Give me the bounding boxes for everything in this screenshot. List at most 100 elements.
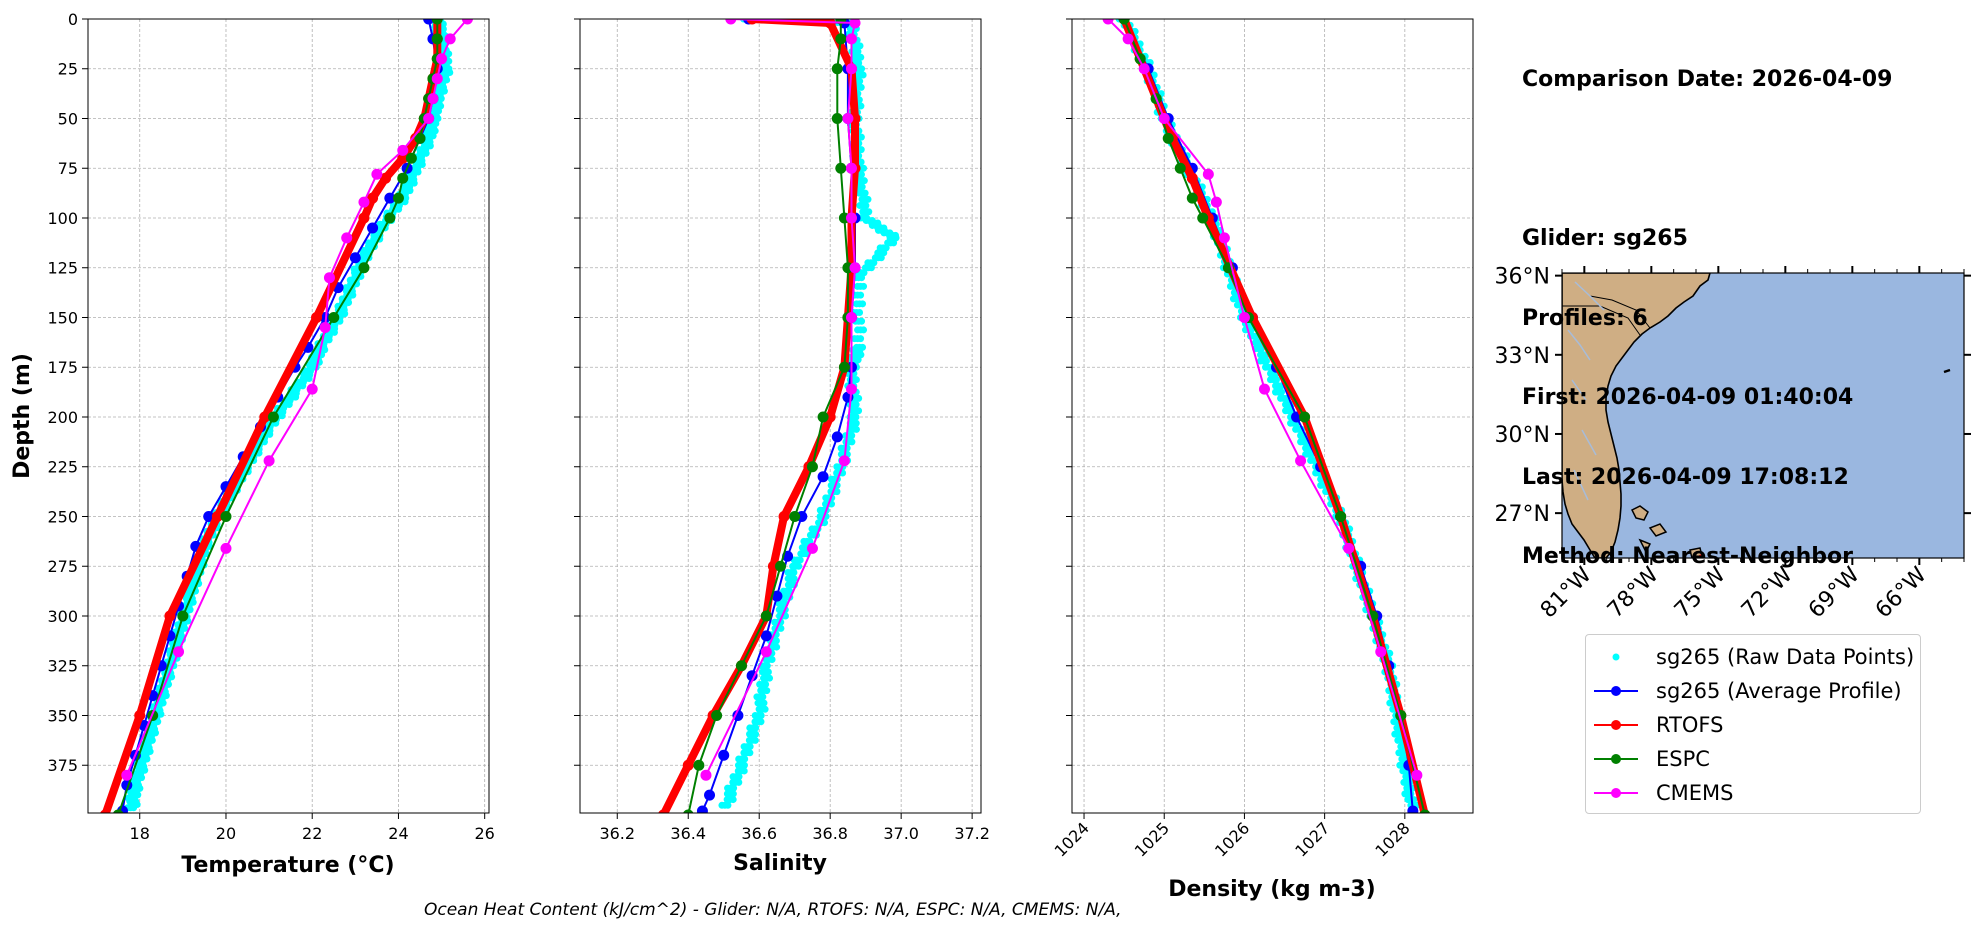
y-tick-label: 250 bbox=[47, 507, 78, 526]
series-marker-espc bbox=[1186, 192, 1198, 204]
x-tick-label: 1026 bbox=[1211, 818, 1253, 860]
raw-point bbox=[751, 736, 759, 744]
raw-point bbox=[852, 376, 860, 384]
raw-point bbox=[877, 254, 885, 262]
map-state-borders bbox=[1562, 295, 1651, 336]
raw-point bbox=[858, 65, 866, 73]
salinity-x-label: Salinity bbox=[733, 851, 827, 876]
raw-point bbox=[729, 796, 737, 804]
series-marker-cmems bbox=[760, 646, 772, 658]
last-time: Last: 2026-04-09 17:08:12 bbox=[1522, 464, 1849, 490]
series-marker-avg bbox=[423, 19, 435, 25]
series-marker-avg bbox=[367, 222, 379, 234]
raw-point bbox=[735, 778, 743, 786]
series-marker-rtofs bbox=[164, 610, 176, 622]
series-marker-rtofs bbox=[311, 311, 323, 323]
raw-point bbox=[757, 711, 765, 719]
legend-label-raw: sg265 (Raw Data Points) bbox=[1656, 645, 1915, 669]
raw-point bbox=[759, 693, 767, 701]
density-x-ticks: 1024 1025 1026 1027 1028 bbox=[1051, 813, 1414, 861]
series-marker-espc bbox=[683, 809, 694, 813]
map-lat-label: 27°N bbox=[1495, 502, 1550, 527]
series-marker-rtofs bbox=[100, 809, 111, 813]
depth-y-label: Depth (m) bbox=[10, 353, 35, 479]
raw-point bbox=[857, 291, 865, 299]
raw-point bbox=[752, 730, 760, 738]
series-marker-espc bbox=[735, 660, 747, 672]
raw-point bbox=[1257, 345, 1265, 353]
raw-point bbox=[763, 687, 771, 695]
series-marker-cmems bbox=[1138, 63, 1150, 75]
x-tick-label: 36.4 bbox=[670, 824, 706, 843]
raw-point bbox=[860, 326, 868, 334]
series-marker-espc bbox=[817, 411, 829, 423]
series-marker-espc bbox=[358, 262, 370, 274]
series-marker-cmems bbox=[1210, 196, 1222, 208]
raw-point bbox=[760, 699, 768, 707]
density-panel: 1024 1025 1026 1027 1028 Density (kg m-3) bbox=[1051, 18, 1474, 902]
raw-point bbox=[1386, 649, 1394, 657]
series-marker-cmems bbox=[725, 19, 737, 25]
raw-point bbox=[757, 718, 765, 726]
x-tick-label: 36.2 bbox=[599, 824, 635, 843]
series-marker-cmems bbox=[1343, 542, 1355, 554]
info-box: Comparison Date: 2026-04-09 Glider: sg26… bbox=[1522, 14, 1892, 597]
series-line-espc bbox=[687, 19, 849, 813]
series-marker-rtofs bbox=[259, 411, 271, 423]
series-marker-cmems bbox=[323, 272, 335, 284]
comparison-date: Comparison Date: 2026-04-09 bbox=[1522, 67, 1893, 92]
series-marker-cmems bbox=[1411, 769, 1423, 781]
map-rivers bbox=[1567, 281, 1605, 501]
y-tick-label: 50 bbox=[58, 109, 78, 128]
series-marker-cmems bbox=[700, 769, 712, 781]
raw-point bbox=[746, 749, 754, 757]
raw-point bbox=[857, 146, 865, 154]
raw-point bbox=[1247, 326, 1255, 334]
temperature-x-label: Temperature (°C) bbox=[181, 853, 394, 878]
raw-point bbox=[857, 133, 865, 141]
x-tick-label: 36.6 bbox=[741, 824, 777, 843]
raw-point bbox=[833, 488, 841, 496]
raw-point bbox=[864, 195, 872, 203]
raw-point bbox=[796, 556, 804, 564]
series-marker-espc bbox=[1118, 19, 1130, 25]
raw-point bbox=[865, 208, 873, 216]
series-marker-cmems bbox=[444, 33, 456, 45]
raw-point bbox=[857, 335, 865, 343]
raw-point bbox=[395, 205, 403, 213]
salinity-x-ticks: 36.2 36.4 36.6 36.8 37.0 37.2 bbox=[599, 813, 990, 843]
raw-point bbox=[848, 432, 856, 440]
raw-point bbox=[858, 183, 866, 191]
series-marker-cmems bbox=[806, 542, 818, 554]
series-marker-espc bbox=[1335, 510, 1347, 522]
raw-point bbox=[741, 755, 749, 763]
series-marker-cmems bbox=[849, 19, 861, 29]
first-time: First: 2026-04-09 01:40:04 bbox=[1522, 385, 1854, 410]
raw-point bbox=[761, 705, 769, 713]
y-tick-label: 375 bbox=[47, 756, 78, 775]
series-marker-cmems bbox=[431, 73, 443, 85]
raw-point bbox=[890, 239, 898, 247]
glider-name: Glider: sg265 bbox=[1522, 226, 1688, 251]
raw-point bbox=[790, 568, 798, 576]
series-marker-espc bbox=[1419, 809, 1431, 813]
raw-point bbox=[790, 575, 798, 583]
raw-point bbox=[292, 393, 300, 401]
raw-data-points bbox=[124, 19, 454, 812]
raw-point bbox=[860, 282, 868, 290]
salinity-panel: 36.2 36.4 36.6 36.8 37.0 37.2 Salinity bbox=[574, 18, 990, 876]
raw-point bbox=[746, 743, 754, 751]
series-marker-espc bbox=[113, 809, 124, 813]
legend-symbol-rtofs bbox=[1594, 720, 1638, 730]
series-marker-cmems bbox=[845, 383, 857, 395]
series-cmems bbox=[121, 19, 473, 781]
series-marker-cmems bbox=[341, 232, 353, 244]
series-marker-espc bbox=[775, 560, 786, 572]
series-marker-cmems bbox=[423, 112, 435, 124]
raw-point bbox=[325, 336, 333, 344]
x-tick-label: 20 bbox=[216, 824, 236, 843]
series-marker-espc bbox=[177, 610, 189, 622]
series-marker-espc bbox=[831, 112, 843, 124]
raw-point bbox=[278, 412, 286, 420]
raw-point bbox=[772, 637, 780, 645]
